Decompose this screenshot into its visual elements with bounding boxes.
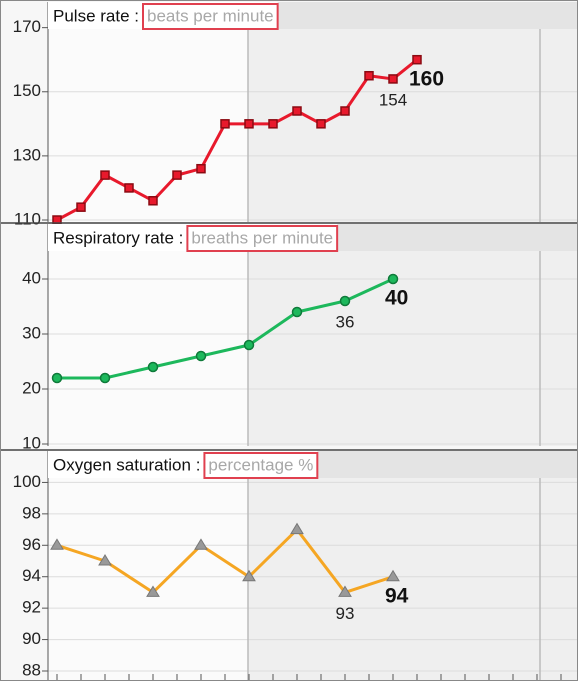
data-label: 160 [409, 67, 444, 90]
series-line [56, 528, 394, 594]
marker [339, 295, 351, 307]
y-tick-label: 110 [14, 209, 41, 228]
plot-area-shaded [248, 451, 578, 681]
data-label: 36 [336, 312, 355, 331]
panel-title: Pulse rate : [53, 6, 139, 25]
marker [244, 119, 254, 129]
y-tick-label: 94 [22, 566, 41, 585]
y-tick-label: 88 [22, 660, 41, 679]
marker [172, 170, 182, 180]
unit-box [186, 225, 339, 252]
data-label: 154 [379, 90, 407, 109]
panel-unit: breaths per minute [191, 228, 333, 247]
marker [194, 538, 208, 550]
marker [146, 585, 160, 597]
series-line [57, 277, 394, 380]
data-label: 40 [385, 287, 408, 310]
plot-area [48, 2, 248, 222]
panel-title: Oxygen saturation : [53, 455, 200, 474]
marker [242, 569, 256, 582]
marker [147, 361, 159, 373]
marker [387, 273, 399, 285]
y-tick-label: 10 [22, 433, 41, 452]
plot-area-shaded [248, 2, 578, 222]
marker [124, 183, 134, 193]
marker [148, 196, 158, 206]
marker [386, 569, 400, 582]
y-tick-label: 170 [13, 17, 41, 36]
panel-unit: percentage % [208, 455, 313, 474]
marker [290, 522, 304, 535]
y-tick-label: 20 [22, 378, 41, 397]
panel-unit: beats per minute [147, 6, 274, 25]
marker [412, 54, 422, 65]
plot-area [48, 451, 248, 681]
marker [100, 170, 110, 180]
plot-area [48, 224, 248, 446]
y-tick-label: 90 [22, 629, 41, 648]
data-label: 93 [336, 604, 355, 623]
marker [364, 70, 374, 81]
marker [76, 202, 86, 212]
marker [51, 372, 63, 384]
marker [195, 350, 207, 362]
panel-title: Respiratory rate : [53, 228, 183, 247]
unit-box [142, 3, 279, 30]
y-tick-label: 150 [13, 81, 41, 100]
marker [340, 106, 350, 116]
y-tick-label: 92 [22, 598, 41, 617]
marker [291, 306, 303, 318]
y-tick-label: 40 [22, 268, 41, 287]
marker [243, 339, 255, 351]
plot-area-shaded [248, 224, 578, 446]
y-tick-label: 130 [13, 145, 41, 164]
marker [99, 372, 111, 384]
marker [316, 119, 326, 129]
y-tick-label: 30 [22, 323, 41, 342]
marker [292, 106, 302, 116]
data-label: 94 [385, 584, 409, 607]
marker [196, 163, 206, 174]
y-tick-label: 98 [22, 503, 41, 522]
series-line [56, 58, 418, 222]
marker [50, 538, 64, 550]
marker [268, 119, 278, 129]
marker [220, 119, 230, 129]
marker [98, 554, 112, 566]
marker [388, 74, 398, 84]
y-tick-label: 100 [13, 472, 41, 491]
marker [338, 585, 352, 597]
unit-box [203, 452, 319, 479]
y-tick-label: 96 [22, 535, 41, 554]
